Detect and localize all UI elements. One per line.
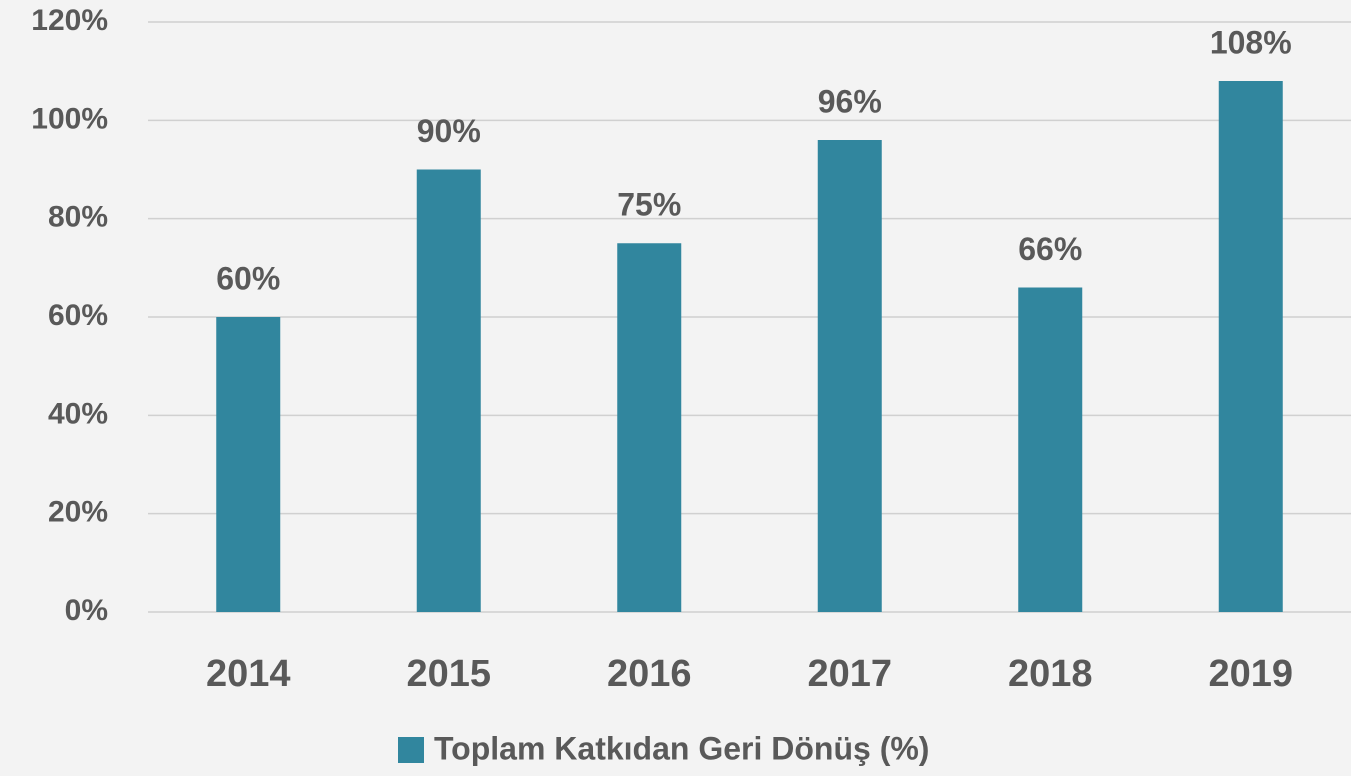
y-tick-label: 40% [48, 397, 108, 430]
data-label: 60% [216, 260, 280, 296]
data-label: 75% [617, 187, 681, 223]
bar [1018, 287, 1083, 612]
x-tick-label: 2014 [206, 653, 291, 695]
data-label: 66% [1018, 231, 1082, 267]
y-tick-label: 120% [31, 4, 108, 37]
bar [817, 140, 882, 612]
y-tick-label: 0% [65, 594, 108, 627]
x-tick-label: 2019 [1208, 653, 1293, 695]
data-label: 108% [1210, 24, 1292, 60]
legend-label: Toplam Katkıdan Geri Dönüş (%) [434, 730, 929, 766]
x-tick-label: 2015 [406, 653, 491, 695]
bar [617, 243, 682, 612]
y-tick-label: 20% [48, 496, 108, 529]
bar [1218, 81, 1283, 612]
y-tick-label: 80% [48, 201, 108, 234]
legend-swatch [398, 737, 424, 763]
x-tick-label: 2018 [1008, 653, 1093, 695]
x-tick-label: 2017 [807, 653, 892, 695]
data-label: 96% [818, 83, 882, 119]
bar [416, 169, 481, 612]
y-tick-label: 100% [31, 102, 108, 135]
bar [216, 317, 281, 612]
y-tick-label: 60% [48, 299, 108, 332]
data-label: 90% [417, 113, 481, 149]
x-tick-label: 2016 [607, 653, 692, 695]
